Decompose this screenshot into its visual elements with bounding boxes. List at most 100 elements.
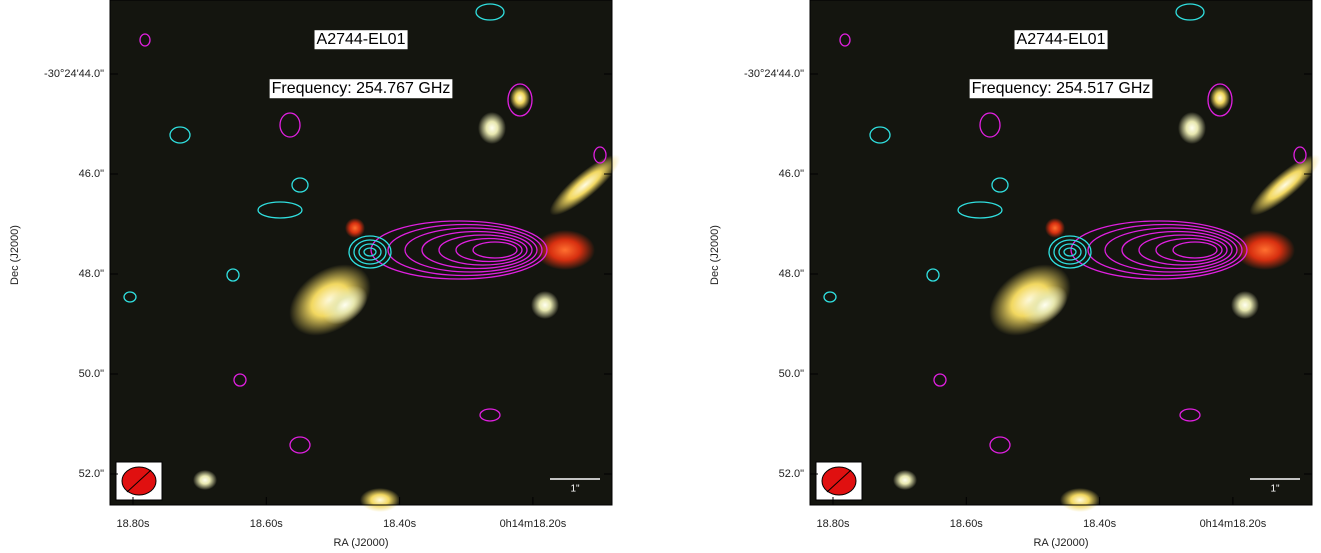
galaxy [322, 285, 368, 325]
beam-axis [126, 469, 152, 493]
contour [989, 436, 1011, 454]
contour [226, 268, 240, 282]
contour [479, 408, 501, 422]
contours-magenta [139, 33, 607, 454]
sources [893, 86, 1321, 512]
dec-tick-label: -30°24'44.0" [44, 68, 104, 80]
contours-magenta [839, 33, 1307, 454]
dec-tick-label: 46.0" [779, 168, 804, 180]
contours-cyan [823, 3, 1205, 303]
contour [1048, 235, 1092, 269]
contour [404, 227, 538, 273]
ra-tick-label: 18.80s [816, 518, 850, 530]
contour [933, 373, 947, 387]
contour [358, 243, 382, 261]
frame [809, 0, 1313, 506]
object-label: A2744-EL01 [317, 31, 406, 48]
contour [472, 241, 518, 259]
dec-tick-label: 46.0" [79, 168, 104, 180]
contour [593, 146, 607, 164]
ra-tick-label: 18.80s [116, 518, 150, 530]
contour [455, 237, 523, 263]
contour [257, 201, 303, 219]
contour [926, 268, 940, 282]
galaxy [531, 291, 559, 319]
frequency-label-box [969, 79, 1153, 99]
contour [370, 220, 548, 280]
contour [279, 112, 301, 138]
contour [957, 201, 1003, 219]
contour [289, 436, 311, 454]
contour [1179, 408, 1201, 422]
x-axis-label: RA (J2000) [333, 537, 388, 549]
ra-tick-label: 18.40s [383, 518, 417, 530]
contour [387, 223, 543, 277]
ra-tick-label: 18.60s [250, 518, 284, 530]
contour [1070, 220, 1248, 280]
galaxy [535, 230, 595, 270]
contour [1121, 230, 1233, 270]
galaxy [193, 470, 217, 490]
contour [869, 126, 891, 144]
ra-tick-label: 18.60s [950, 518, 984, 530]
contour [139, 33, 151, 47]
sources [193, 86, 621, 512]
galaxy [1060, 488, 1100, 512]
contour [507, 83, 533, 117]
dec-tick-label: 50.0" [779, 368, 804, 380]
contour [1207, 83, 1233, 117]
scale-bar-label: 1" [570, 484, 580, 495]
contour [438, 234, 528, 266]
frequency-label: Frequency: 254.767 GHz [272, 80, 451, 97]
galaxy [549, 154, 621, 216]
object-label-box [1014, 30, 1108, 50]
dec-tick-label: 48.0" [779, 268, 804, 280]
contour [839, 33, 851, 47]
ra-tick-label: 18.40s [1083, 518, 1117, 530]
contour [1155, 237, 1223, 263]
beam-axis [826, 469, 852, 493]
frame [109, 0, 613, 506]
ra-tick-label: 0h14m18.20s [1200, 518, 1267, 530]
contour [1172, 241, 1218, 259]
object-label-box [314, 30, 408, 50]
contour [823, 291, 837, 303]
contour [1293, 146, 1307, 164]
ra-tick-label: 0h14m18.20s [500, 518, 567, 530]
dec-tick-label: 50.0" [79, 368, 104, 380]
contour [1087, 223, 1243, 277]
contour [991, 177, 1009, 193]
contour [169, 126, 191, 144]
contour [1104, 227, 1238, 273]
contour [1138, 234, 1228, 266]
y-axis-label: Dec (J2000) [9, 225, 21, 285]
panel: 1" A2744-EL01 Frequency: 254.767 GHz -30°24… [9, 0, 621, 549]
scale-bar-label: 1" [1270, 484, 1280, 495]
galaxy [478, 112, 506, 144]
frequency-label: Frequency: 254.517 GHz [972, 80, 1151, 97]
contour [348, 235, 392, 269]
contour [1175, 3, 1205, 21]
galaxy [360, 488, 400, 512]
galaxy [1249, 154, 1321, 216]
galaxy [1022, 285, 1068, 325]
contour [1058, 243, 1082, 261]
galaxy [893, 470, 917, 490]
contour [1053, 239, 1087, 265]
contours-cyan [123, 3, 505, 303]
contour [291, 177, 309, 193]
contour [123, 291, 137, 303]
contour [421, 230, 533, 270]
y-axis-label: Dec (J2000) [709, 225, 721, 285]
dec-tick-label: -30°24'44.0" [744, 68, 804, 80]
galaxy [1178, 112, 1206, 144]
galaxy [510, 86, 530, 110]
contour [1063, 247, 1077, 257]
contour [233, 373, 247, 387]
galaxy [1210, 86, 1230, 110]
dec-tick-label: 52.0" [79, 468, 104, 480]
contour [979, 112, 1001, 138]
object-label: A2744-EL01 [1017, 31, 1106, 48]
panel: 1" A2744-EL01 Frequency: 254.517 GHz -30°24… [709, 0, 1321, 549]
